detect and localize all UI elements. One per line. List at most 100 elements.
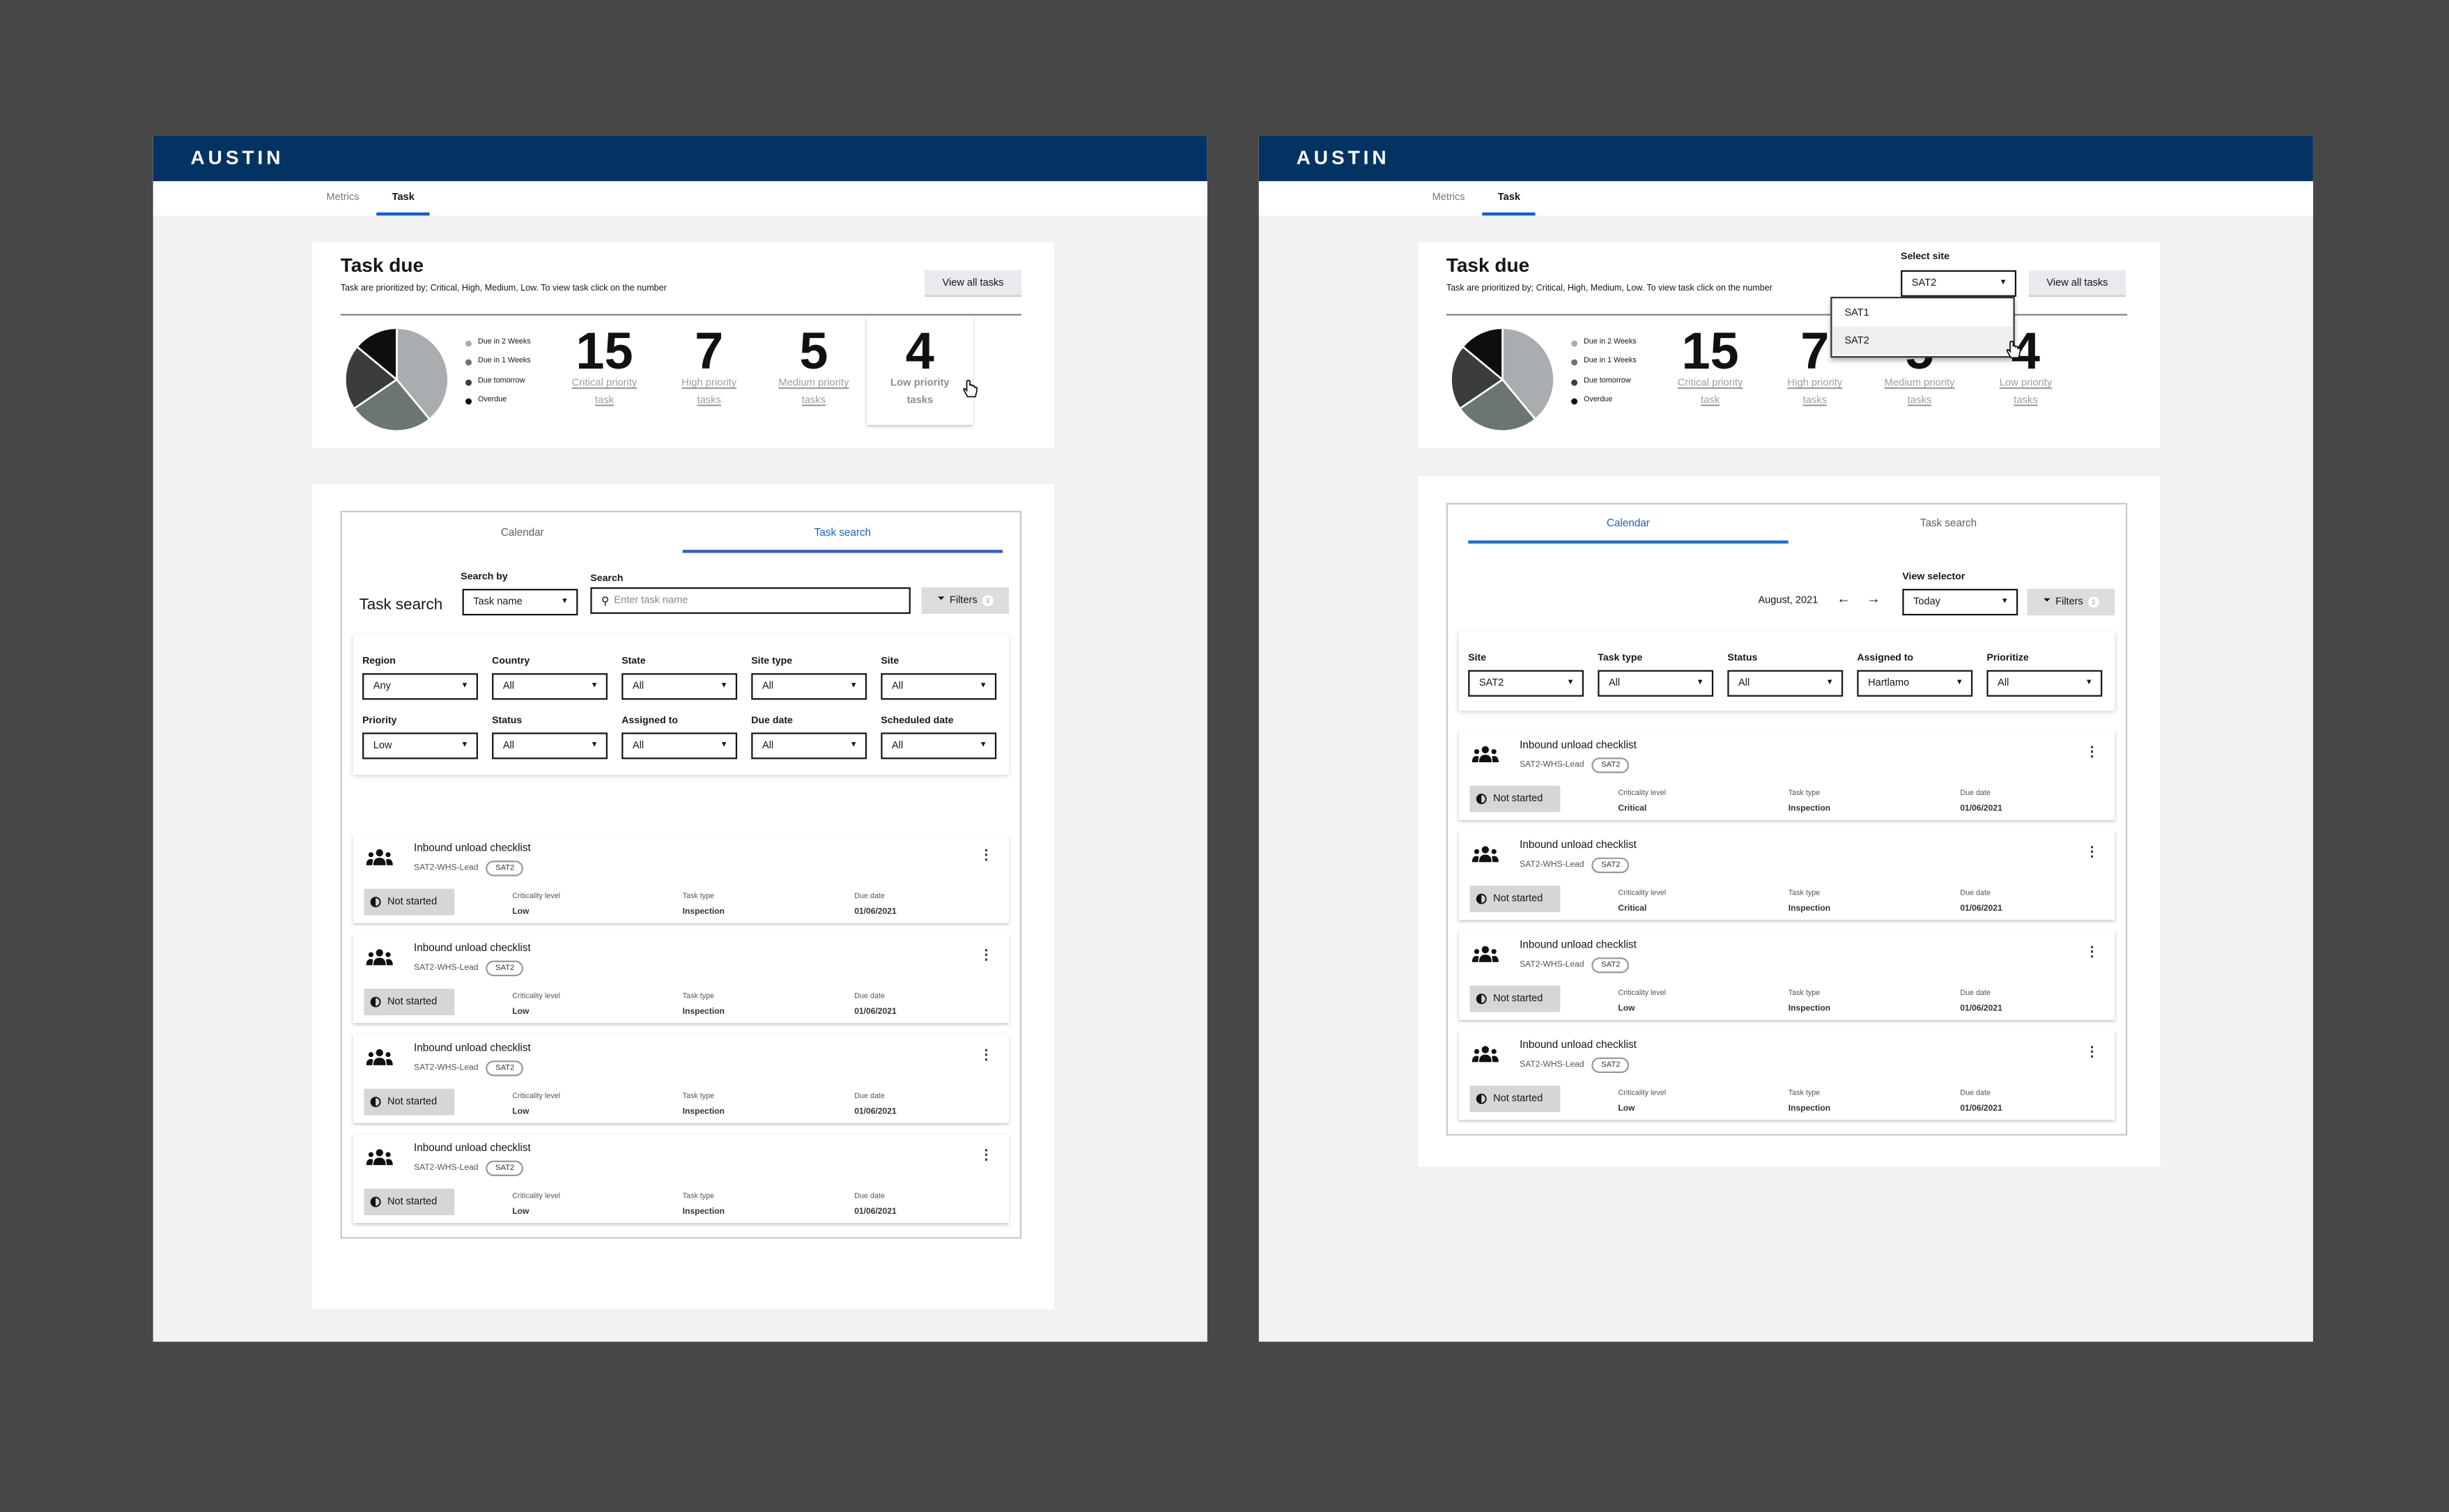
task-owner-label: SAT2-WHS-Lead <box>414 863 479 874</box>
site-chip: SAT2 <box>1591 757 1630 773</box>
filter-select[interactable]: All ▼ <box>621 673 738 700</box>
filter-select[interactable]: Hartlamo ▼ <box>1857 670 1973 697</box>
pie-slice[interactable] <box>1461 327 1504 382</box>
more-options-icon[interactable]: ⋮ <box>2085 843 2099 859</box>
nav-tab-task[interactable]: Task <box>1497 192 1520 203</box>
priority-count[interactable]: 5 <box>799 321 828 380</box>
task-owner: SAT2-WHS-Lead SAT2 <box>1520 857 1630 874</box>
priority-count-link[interactable]: High priority tasks <box>1760 375 1869 409</box>
task-name[interactable]: Inbound unload checklist <box>1520 940 1637 952</box>
task-name[interactable]: Inbound unload checklist <box>414 943 531 955</box>
task-name[interactable]: Inbound unload checklist <box>414 1043 531 1055</box>
view-all-tasks-button[interactable]: View all tasks <box>2028 270 2126 297</box>
status-badge: Not started <box>364 1188 455 1216</box>
filter-select[interactable]: All ▼ <box>751 673 867 700</box>
task-name[interactable]: Inbound unload checklist <box>1520 740 1637 752</box>
priority-count-link[interactable]: Medium priority tasks <box>759 375 868 409</box>
filter-select[interactable]: All ▼ <box>492 673 608 700</box>
filter-select[interactable]: SAT2 ▼ <box>1468 670 1584 697</box>
priority-count[interactable]: 15 <box>575 321 633 380</box>
view-selector-select[interactable]: Today ▼ <box>1902 589 2018 616</box>
select-site-label: Select site <box>1901 251 1949 263</box>
previous-arrow-icon[interactable]: ← <box>1837 590 1851 606</box>
task-name[interactable]: Inbound unload checklist <box>414 843 531 855</box>
filter-select[interactable]: All ▼ <box>751 732 867 759</box>
more-options-icon[interactable]: ⋮ <box>979 1046 994 1063</box>
search-input[interactable]: ⚲ Enter task name <box>590 587 911 614</box>
half-circle-icon <box>1476 794 1487 805</box>
priority-count-link[interactable]: Low priority tasks <box>865 375 975 409</box>
search-by-select[interactable]: Task name ▼ <box>462 589 578 616</box>
task-name[interactable]: Inbound unload checklist <box>1520 1040 1637 1051</box>
priority-count-link[interactable]: Critical priority task <box>550 375 659 409</box>
filter-select[interactable]: All ▼ <box>621 732 738 759</box>
task-type-value: Inspection <box>1788 904 1831 914</box>
priority-count-link[interactable]: High priority tasks <box>654 375 764 409</box>
legend-label: Due in 2 Weeks <box>1584 339 1637 347</box>
screen-task-search-view: AUSTIN Metrics Task Task due Task are pr… <box>153 136 1207 1342</box>
tab-task-search[interactable]: Task search <box>814 527 872 539</box>
priority-count[interactable]: 4 <box>905 321 934 380</box>
chevron-down-icon: ▼ <box>461 740 469 750</box>
more-options-icon[interactable]: ⋮ <box>979 847 994 863</box>
task-card[interactable]: Inbound unload checklist SAT2-WHS-Lead SA… <box>353 834 1010 923</box>
priority-count-link[interactable]: Critical priority task <box>1655 375 1765 409</box>
task-name[interactable]: Inbound unload checklist <box>414 1143 531 1155</box>
filter-select[interactable]: All ▼ <box>881 673 997 700</box>
pie-slice[interactable] <box>355 327 398 382</box>
pie-slice[interactable] <box>1458 378 1537 431</box>
more-options-icon[interactable]: ⋮ <box>979 946 994 962</box>
filter-select[interactable]: All ▼ <box>1598 670 1714 697</box>
active-tab-underline <box>1468 540 1789 544</box>
task-card[interactable]: Inbound unload checklist SAT2-WHS-Lead SA… <box>1458 731 2115 820</box>
nav-tab-metrics[interactable]: Metrics <box>326 192 360 203</box>
filter-select[interactable]: All ▼ <box>1727 670 1844 697</box>
pie-slice[interactable] <box>1501 327 1554 421</box>
filters-button[interactable]: ⏷ Filters 3 <box>921 587 1010 614</box>
filter-select[interactable]: Low ▼ <box>362 732 478 759</box>
priority-label: tasks <box>1802 395 1828 406</box>
priority-count[interactable]: 7 <box>695 321 724 380</box>
due-date-label: Due date <box>1960 790 1991 799</box>
select-site-dropdown[interactable]: SAT2 ▼ <box>1901 270 2017 297</box>
task-card[interactable]: Inbound unload checklist SAT2-WHS-Lead SA… <box>1458 1031 2115 1120</box>
more-options-icon[interactable]: ⋮ <box>2085 743 2099 759</box>
nav-tab-metrics[interactable]: Metrics <box>1432 192 1465 203</box>
pie-slice[interactable] <box>353 378 431 431</box>
filter-select[interactable]: Any ▼ <box>362 673 478 700</box>
task-card[interactable]: Inbound unload checklist SAT2-WHS-Lead SA… <box>353 934 1010 1024</box>
more-options-icon[interactable]: ⋮ <box>2085 943 2099 959</box>
more-options-icon[interactable]: ⋮ <box>979 1146 994 1162</box>
pie-slice[interactable] <box>345 345 399 410</box>
chevron-down-icon: ▼ <box>1566 677 1575 688</box>
active-tab-underline <box>682 550 1003 553</box>
more-options-icon[interactable]: ⋮ <box>2085 1043 2099 1059</box>
people-icon <box>366 1049 393 1065</box>
tab-calendar[interactable]: Calendar <box>1607 518 1650 530</box>
chevron-down-icon: ▼ <box>1999 278 2007 288</box>
priority-count-link[interactable]: Low priority tasks <box>1971 375 2080 409</box>
filters-button[interactable]: ⏷ Filters 3 <box>2027 589 2115 616</box>
task-card[interactable]: Inbound unload checklist SAT2-WHS-Lead SA… <box>1458 931 2115 1020</box>
task-card[interactable]: Inbound unload checklist SAT2-WHS-Lead SA… <box>353 1134 1010 1224</box>
site-option-sat1[interactable]: SAT1 <box>1844 307 1869 318</box>
tab-task-search[interactable]: Task search <box>1919 518 1977 530</box>
priority-count[interactable]: 7 <box>1800 321 1830 380</box>
status-label: Not started <box>387 996 438 1008</box>
view-all-tasks-button[interactable]: View all tasks <box>925 270 1022 297</box>
filter-select[interactable]: All ▼ <box>1986 670 2103 697</box>
nav-tab-task[interactable]: Task <box>392 192 415 203</box>
task-card[interactable]: Inbound unload checklist SAT2-WHS-Lead SA… <box>1458 831 2115 920</box>
priority-count[interactable]: 15 <box>1681 321 1739 380</box>
site-option-sat2[interactable]: SAT2 <box>1832 326 2014 355</box>
next-arrow-icon[interactable]: → <box>1866 590 1881 606</box>
pie-slice[interactable] <box>396 327 449 421</box>
task-name[interactable]: Inbound unload checklist <box>1520 840 1637 851</box>
filter-select[interactable]: All ▼ <box>881 732 997 759</box>
tab-calendar[interactable]: Calendar <box>500 527 544 539</box>
filter-select[interactable]: All ▼ <box>492 732 608 759</box>
priority-count-link[interactable]: Medium priority tasks <box>1865 375 1975 409</box>
pie-slice[interactable] <box>1451 345 1504 410</box>
task-card[interactable]: Inbound unload checklist SAT2-WHS-Lead SA… <box>353 1034 1010 1123</box>
